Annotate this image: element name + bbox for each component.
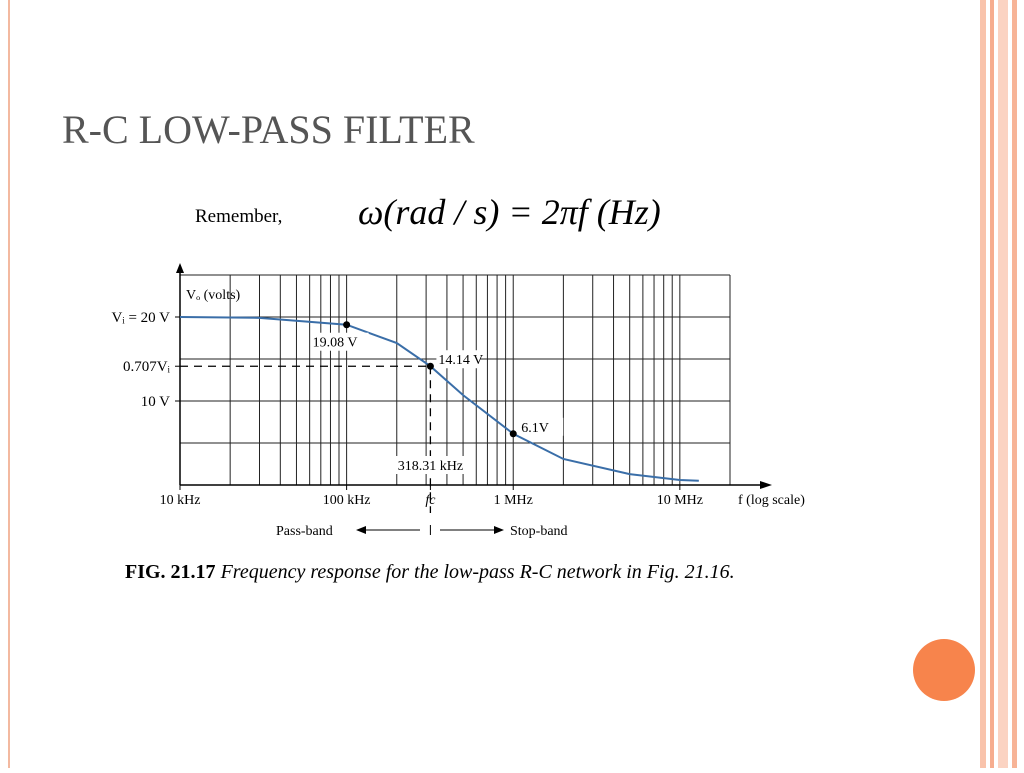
x-tick-label: 1 MHz (494, 493, 533, 508)
data-label: 6.1V (521, 421, 549, 436)
band-label: Pass-band (276, 524, 333, 539)
point (509, 430, 517, 438)
remember: Remember, (195, 206, 282, 227)
formula: ω(rad / s) = 2πf (Hz) (358, 192, 661, 232)
point (343, 321, 351, 329)
caption-label: FIG. 21.17 (125, 561, 216, 583)
fc-label: 318.31 kHz (398, 459, 463, 474)
curve (179, 316, 699, 482)
arrow (356, 526, 366, 534)
stripe (998, 0, 1008, 768)
x-tick-label: 10 kHz (160, 493, 201, 508)
data-label: 14.14 V (438, 353, 483, 368)
label-bg (519, 417, 564, 436)
arrow (760, 481, 772, 489)
y-axis-label: Vₒ (volts) (186, 288, 241, 303)
data-label: 19.08 V (313, 336, 358, 351)
arrow (494, 526, 504, 534)
stripe (980, 0, 986, 768)
caption: FIG. 21.17 Frequency response for the lo… (125, 561, 735, 583)
slide-title: R-C LOW-PASS FILTER (62, 107, 475, 152)
y-tick-label: 0.707Vᵢ (123, 359, 171, 375)
x-tick-label: fc (425, 493, 436, 508)
band-label: Stop-band (510, 524, 568, 539)
stripe (990, 0, 994, 768)
y-tick-label: 10 V (141, 394, 170, 410)
x-tick-label: 100 kHz (323, 493, 371, 508)
stripe (1012, 0, 1017, 768)
caption-text: Frequency response for the low-pass R-C … (220, 561, 735, 583)
arrow (176, 263, 184, 273)
chart: Vₒ (volts) f (log scale) Vᵢ = 20 V 0.707Vᵢ 1… (111, 263, 805, 539)
point (426, 362, 434, 370)
y-tick-label: Vᵢ = 20 V (111, 310, 170, 326)
x-tick-label: 10 MHz (657, 493, 703, 508)
decor-circle (913, 639, 975, 701)
label-bg (436, 350, 481, 369)
x-axis-label: f (log scale) (738, 493, 805, 508)
label-bg (310, 332, 369, 351)
label-bg (390, 456, 471, 474)
